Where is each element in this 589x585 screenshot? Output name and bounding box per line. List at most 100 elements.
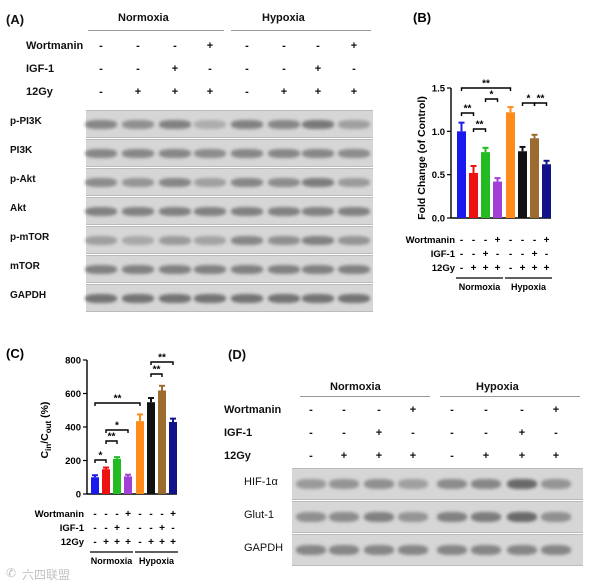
significance-label: ** (108, 432, 116, 443)
blot-row-label: p-PI3K (10, 116, 42, 127)
bar (457, 131, 466, 218)
treatment-sign: - (521, 249, 524, 260)
treatment-sign: - (173, 40, 177, 52)
blot-band (302, 148, 334, 158)
bar (481, 152, 490, 218)
treatment-sign: - (160, 509, 163, 520)
significance-bracket (472, 128, 487, 132)
y-tick-label: 1.0 (432, 127, 445, 138)
significance-bracket (150, 361, 174, 365)
blot-band (194, 264, 226, 274)
treatment-sign: + (483, 263, 489, 274)
panel-a-label: (A) (6, 12, 25, 27)
treatment-sign: - (149, 523, 152, 534)
treatment-sign: - (245, 86, 249, 98)
treatment-sign: + (544, 263, 550, 274)
blot-band (268, 235, 300, 245)
significance-label: * (490, 90, 494, 101)
group-label-normoxia: Normoxia (459, 282, 502, 292)
blot-band (268, 177, 300, 187)
blot-band (159, 235, 191, 245)
blot-band (471, 512, 501, 522)
treatment-sign: - (520, 404, 524, 416)
treatment-sign: + (206, 86, 214, 98)
treatment-label: 12Gy (432, 263, 456, 274)
treatment-sign: + (280, 86, 288, 98)
bar (469, 172, 478, 218)
treatment-sign: - (352, 63, 356, 75)
treatment-sign: - (245, 40, 249, 52)
panel-a-group-normoxia: Normoxia (118, 12, 169, 24)
treatment-sign: + (409, 404, 417, 416)
group-label-normoxia: Normoxia (91, 556, 134, 566)
panel-c-chart: (C) Cin/Cout (%) 0200400600800**********… (6, 346, 178, 566)
watermark-logo-icon: ✆ (6, 566, 17, 580)
blot-band (437, 479, 467, 489)
panel-a-group-hypoxia: Hypoxia (262, 12, 305, 24)
treatment-sign: - (245, 63, 249, 75)
significance-bracket (460, 112, 475, 116)
treatment-label-2: 12Gy (26, 86, 53, 98)
blot-band (85, 148, 117, 158)
blot-band (437, 545, 467, 555)
blot-band (302, 206, 334, 216)
watermark-text: 六四联盟 (22, 568, 71, 582)
treatment-sign: + (552, 404, 560, 416)
treatment-sign: - (99, 86, 103, 98)
treatment-sign: - (136, 40, 140, 52)
blot-band (268, 119, 300, 129)
treatment-sign: + (471, 263, 477, 274)
blot-band (364, 545, 394, 555)
bar (124, 476, 132, 494)
blot-band (338, 235, 370, 245)
treatment-sign: + (159, 523, 165, 534)
bar (147, 402, 155, 494)
blot-band (231, 148, 263, 158)
blot-band (338, 148, 370, 158)
treatment-sign: + (206, 40, 214, 52)
blot-row-label: mTOR (10, 261, 40, 272)
blot-band (398, 512, 428, 522)
y-tick-label: 200 (65, 456, 81, 467)
treatment-sign: - (208, 63, 212, 75)
blot-band (194, 148, 226, 158)
treatment-sign: + (314, 63, 322, 75)
panel-b-chart: (B) Fold Change (of Control) 0.0 0.5 1.0 1.… (406, 10, 552, 292)
y-tick-label: 800 (65, 356, 81, 367)
blot-band (122, 264, 154, 274)
blot-band (159, 293, 191, 303)
treatment-sign: + (350, 40, 358, 52)
significance-bracket (94, 459, 107, 463)
treatment-sign: - (104, 509, 107, 520)
blot-band (296, 545, 326, 555)
treatment-sign: + (495, 263, 501, 274)
panel-d-label: (D) (228, 347, 247, 362)
panel-b-label: (B) (413, 10, 431, 25)
treatment-sign: + (483, 249, 489, 260)
treatment-label: IGF-1 (60, 523, 85, 534)
significance-label: ** (114, 394, 122, 405)
blot-band (85, 206, 117, 216)
blot-band (302, 119, 334, 129)
bar (113, 458, 121, 494)
treatment-sign: + (518, 427, 526, 439)
blot-band (329, 545, 359, 555)
blot-band (231, 177, 263, 187)
blot-strip (85, 168, 373, 196)
blot-band (194, 177, 226, 187)
treatment-sign: - (149, 509, 152, 520)
blot-band (85, 264, 117, 274)
panel-a-normoxia-line (88, 30, 224, 31)
panel-d-normoxia-line (300, 396, 430, 397)
blot-strip (85, 226, 373, 254)
treatment-sign: - (460, 263, 463, 274)
blot-row-label: p-Akt (10, 174, 36, 185)
blot-band (329, 479, 359, 489)
blot-band (296, 512, 326, 522)
blot-band (122, 177, 154, 187)
significance-bracket (150, 373, 163, 377)
blot-band (364, 512, 394, 522)
treatment-sign: + (114, 523, 120, 534)
significance-label: * (115, 421, 119, 432)
treatment-sign: - (138, 537, 141, 548)
